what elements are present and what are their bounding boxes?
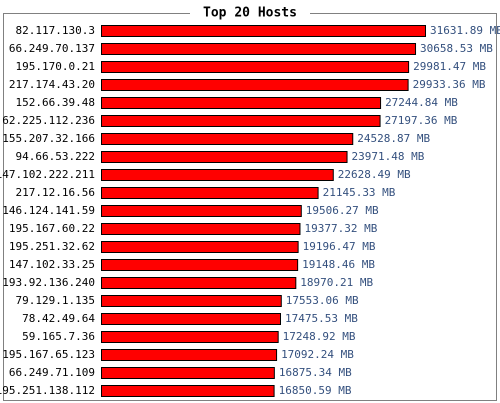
category-label: 59.165.7.36 — [22, 330, 95, 343]
category-label: 152.66.39.48 — [16, 96, 95, 109]
value-label: 22628.49 MB — [338, 168, 411, 181]
category-label: 66.249.71.109 — [9, 366, 95, 379]
value-label: 17553.06 MB — [286, 294, 359, 307]
value-label: 16875.34 MB — [279, 366, 352, 379]
value-label: 21145.33 MB — [323, 186, 396, 199]
bar — [101, 187, 319, 199]
value-label: 17248.92 MB — [283, 330, 356, 343]
value-label: 17092.24 MB — [281, 348, 354, 361]
value-label: 19377.32 MB — [304, 222, 377, 235]
bar — [101, 79, 409, 91]
value-label: 17475.53 MB — [285, 312, 358, 325]
bar — [101, 115, 381, 127]
bar — [101, 43, 417, 55]
category-label: 62.225.112.236 — [2, 114, 95, 127]
value-label: 30658.53 MB — [420, 42, 493, 55]
category-label: 147.102.33.25 — [9, 258, 95, 271]
bar — [101, 151, 348, 163]
value-label: 19196.47 MB — [303, 240, 376, 253]
bar — [101, 313, 281, 325]
category-label: 146.124.141.59 — [2, 204, 95, 217]
category-label: 79.129.1.135 — [16, 294, 95, 307]
value-label: 27244.84 MB — [385, 96, 458, 109]
category-label: 217.12.16.56 — [16, 186, 95, 199]
category-label: 94.66.53.222 — [16, 150, 95, 163]
bar — [101, 367, 275, 379]
value-label: 23971.48 MB — [352, 150, 425, 163]
bar — [101, 97, 382, 109]
bar — [101, 385, 275, 397]
category-label: 147.102.222.211 — [0, 168, 95, 181]
category-label: 195.167.60.22 — [9, 222, 95, 235]
bar — [101, 241, 299, 253]
bar — [101, 349, 278, 361]
category-label: 155.207.32.166 — [2, 132, 95, 145]
title-background — [190, 5, 310, 21]
value-label: 31631.89 MB — [430, 24, 500, 37]
bar — [101, 205, 302, 217]
value-label: 29981.47 MB — [413, 60, 486, 73]
value-label: 18970.21 MB — [300, 276, 373, 289]
category-label: 195.251.138.112 — [0, 384, 95, 397]
category-label: 82.117.130.3 — [16, 24, 95, 37]
category-label: 195.251.32.62 — [9, 240, 95, 253]
category-label: 195.170.0.21 — [16, 60, 95, 73]
value-label: 19506.27 MB — [306, 204, 379, 217]
value-label: 27197.36 MB — [385, 114, 458, 127]
category-label: 195.167.65.123 — [2, 348, 95, 361]
bar — [101, 295, 282, 307]
category-label: 78.42.49.64 — [22, 312, 95, 325]
category-label: 217.174.43.20 — [9, 78, 95, 91]
bar — [101, 133, 354, 145]
bar — [101, 223, 301, 235]
bar — [101, 61, 410, 73]
category-label: 193.92.136.240 — [2, 276, 95, 289]
value-label: 16850.59 MB — [279, 384, 352, 397]
bar — [101, 25, 426, 37]
category-label: 66.249.70.137 — [9, 42, 95, 55]
bar — [101, 259, 299, 271]
bar — [101, 277, 297, 289]
bar — [101, 169, 334, 181]
value-label: 24528.87 MB — [357, 132, 430, 145]
chart-title: Top 20 Hosts — [203, 6, 297, 21]
value-label: 19148.46 MB — [302, 258, 375, 271]
bar — [101, 331, 279, 343]
value-label: 29933.36 MB — [413, 78, 486, 91]
